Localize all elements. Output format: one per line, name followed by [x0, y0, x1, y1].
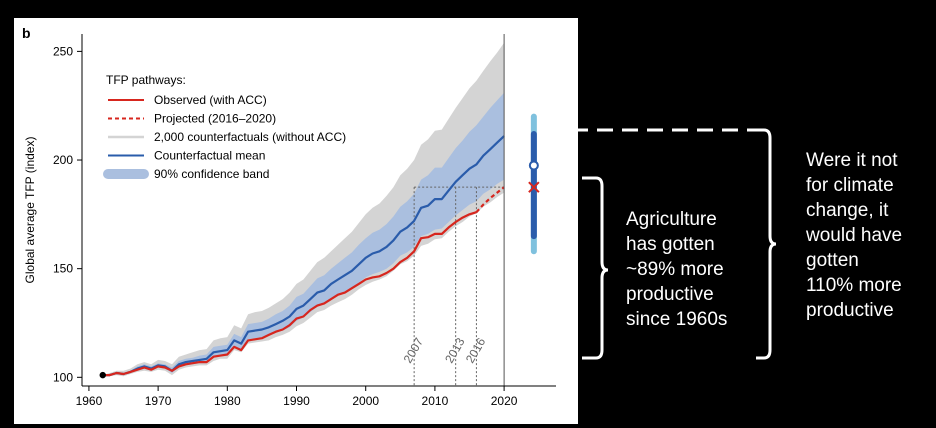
confidence-band [102, 92, 505, 376]
chart-panel: b 2007 2013 2016 100 150 200 250 1960 1970 1980 199… [14, 18, 578, 424]
legend-label: Projected (2016–2020) [154, 112, 276, 126]
y-tick-label: 100 [53, 370, 73, 384]
annotation-line: ~89% more [626, 259, 724, 280]
y-tick-label: 150 [53, 262, 73, 276]
x-tick-label: 1970 [145, 394, 172, 408]
y-axis-label: Global average TFP (index) [23, 137, 37, 284]
start-point [99, 371, 106, 379]
x-tick-label: 2000 [352, 394, 379, 408]
annotation-line: productive [806, 300, 894, 321]
annotation-line: since 1960s [626, 309, 728, 330]
annotation-line: Agriculture [626, 209, 717, 230]
legend-label: Counterfactual mean [154, 149, 265, 163]
annotation-line: Were it not [806, 150, 898, 171]
inset-median-point [528, 160, 539, 171]
observed-line [102, 211, 477, 377]
panel-label: b [22, 25, 31, 41]
x-tick-label: 2020 [491, 394, 518, 408]
x-tick-label: 1990 [283, 394, 310, 408]
legend-title: TFP pathways: [106, 73, 186, 87]
annotation-line: change, it [806, 200, 889, 221]
y-tick-label: 200 [53, 153, 73, 167]
annotation-line: gotten [806, 250, 859, 271]
legend-label: 90% confidence band [154, 167, 269, 181]
annotation-line: productive [626, 284, 714, 305]
x-tick-label: 2010 [422, 394, 449, 408]
x-tick-label: 1960 [76, 394, 103, 408]
observed-gain-annotation: Agriculture has gotten ~89% more product… [626, 207, 727, 332]
x-tick-label: 1980 [214, 394, 241, 408]
y-tick-label: 250 [53, 44, 73, 58]
counterfactual-gain-annotation: Were it not for climate change, it would… [806, 148, 902, 323]
annotation-line: has gotten [626, 234, 715, 255]
right-bracket [756, 128, 777, 360]
legend-label: Observed (with ACC) [154, 93, 267, 107]
left-bracket [582, 176, 609, 360]
projected-value-x-mark [528, 181, 540, 193]
annotation-line: would have [806, 225, 903, 246]
annotation-line: for climate [806, 175, 894, 196]
annotation-line: 110% more [806, 275, 902, 296]
projected-line [475, 186, 505, 213]
legend-label: 2,000 counterfactuals (without ACC) [154, 130, 346, 144]
